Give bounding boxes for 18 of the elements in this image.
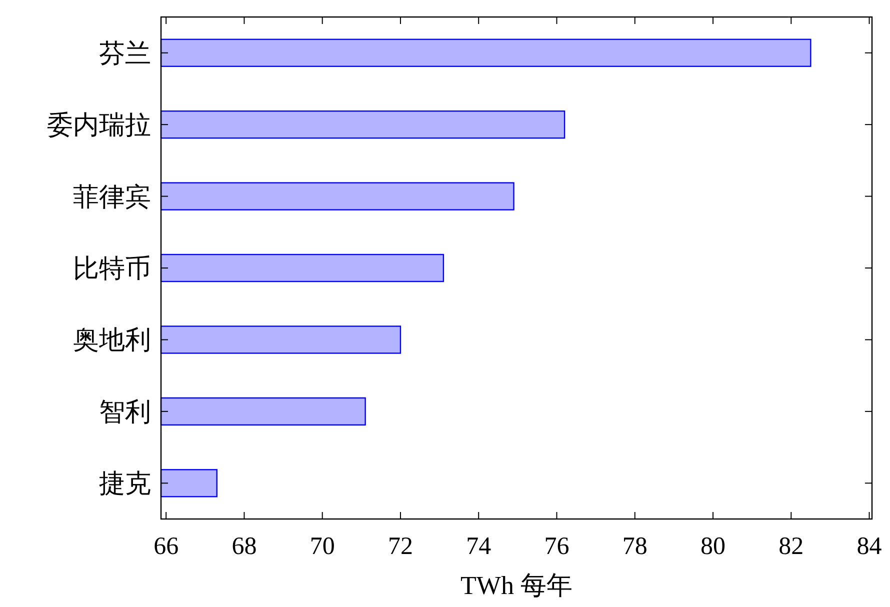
x-tick-label: 72 [388, 533, 413, 560]
x-tick-label: 68 [232, 533, 257, 560]
y-tick-label: 智利 [99, 397, 151, 426]
y-tick-label: 委内瑞拉 [47, 110, 151, 140]
y-tick-label: 捷克 [99, 469, 151, 498]
x-tick-label: 78 [622, 533, 648, 560]
y-tick-label: 奥地利 [73, 326, 151, 355]
x-tick-label: 66 [154, 533, 179, 560]
x-tick-label: 80 [700, 533, 726, 560]
x-tick-label: 74 [466, 533, 492, 560]
x-tick-label: 84 [856, 533, 882, 560]
x-axis-title: TWh 每年 [460, 571, 572, 600]
x-tick-label: 82 [778, 533, 804, 560]
y-tick-label: 芬兰 [99, 38, 151, 68]
y-tick-label: 比特币 [73, 254, 151, 283]
x-tick-label: 76 [544, 533, 570, 560]
y-tick-label: 菲律宾 [73, 182, 151, 212]
x-tick-label: 70 [310, 533, 335, 560]
